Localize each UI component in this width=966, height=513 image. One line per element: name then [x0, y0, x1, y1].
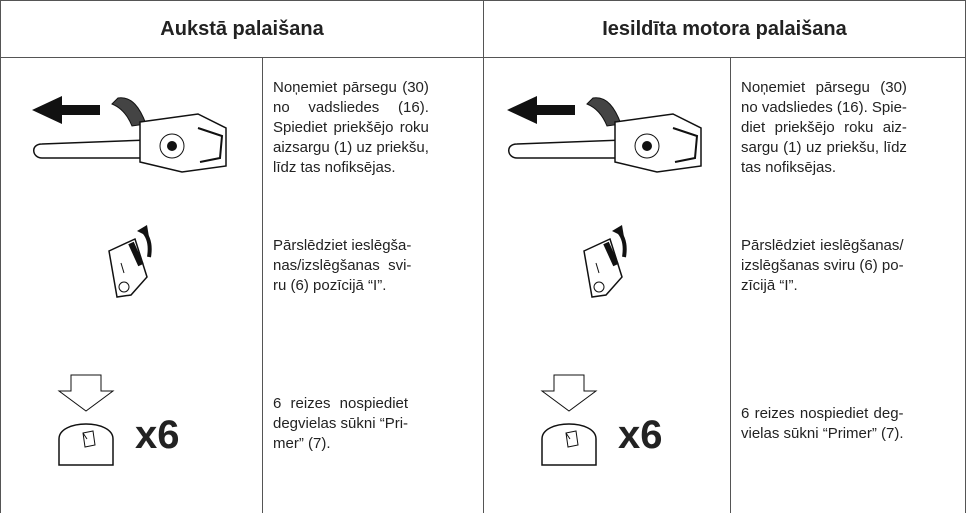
text-line: Pārslēdziet ieslēgšanas/ [741, 237, 904, 254]
text-line: no vadsliedes (16). [273, 98, 429, 116]
text-line: Pārslēdziet ieslēgša- [273, 237, 412, 254]
text-block: Noņemiet pārsegu (30) no vadsliedes (16).… [741, 78, 907, 178]
text-line: aizsargu (1) uz priekšu, [273, 138, 429, 156]
text-line: 6 reizes nospiediet [273, 395, 409, 412]
instruction-image: x6 [484, 335, 731, 513]
table-header: Iesildīta motora palaišana [484, 1, 965, 58]
text-block: Pārslēdziet ieslēgša-nas/izslēgšanas svi… [273, 236, 411, 296]
instruction-image [484, 58, 731, 197]
text-line: ru (6) pozīcijā “I”. [273, 277, 387, 294]
instruction-image: x6 [1, 335, 263, 513]
text-line: Noņemiet pārsegu (30) [273, 78, 429, 96]
text-line: tas nofiksējas. [741, 158, 837, 176]
text-line: mer” (7). [273, 435, 331, 452]
instruction-image [1, 197, 263, 335]
text-block: Noņemiet pārsegu (30) no vadsliedes (16).… [273, 78, 429, 178]
text-line: līdz tas nofiksējas. [273, 158, 396, 176]
text-line: no vadsliedes (16). Spie- [741, 98, 907, 116]
table-section: Iesildīta motora palaišana Noņemiet pārs… [484, 1, 966, 513]
text-block: 6 reizes nospiediet deg-vielas sūkni “Pr… [741, 404, 904, 444]
text-line: izslēgšanas sviru (6) po- [741, 257, 904, 274]
table-header: Aukstā palaišana [1, 1, 483, 58]
text-line: Spiediet priekšējo roku [273, 118, 429, 136]
text-line: degvielas sūkni “Pri- [273, 415, 409, 432]
text-line: nas/izslēgšanas svi- [273, 257, 412, 274]
instruction-text: 6 reizes nospiediet deg-vielas sūkni “Pr… [731, 335, 965, 513]
instruction-text: Pārslēdziet ieslēgša-nas/izslēgšanas svi… [263, 197, 483, 335]
instruction-text: 6 reizes nospiediet degvielas sūkni “Pri-… [263, 335, 483, 513]
table-section: Aukstā palaišana Noņemiet pārsegu (30) no… [1, 1, 484, 513]
instruction-text: Noņemiet pārsegu (30) no vadsliedes (16).… [263, 58, 483, 197]
press-count: x6 [135, 413, 180, 457]
text-line: diet priekšējo roku aiz- [741, 118, 907, 136]
instruction-text: Noņemiet pārsegu (30) no vadsliedes (16).… [731, 58, 965, 197]
instruction-text: Pārslēdziet ieslēgšanas/izslēgšanas svir… [731, 197, 965, 335]
text-line: 6 reizes nospiediet deg- [741, 405, 904, 422]
text-block: 6 reizes nospiediet degvielas sūkni “Pri-… [273, 394, 408, 454]
press-count: x6 [618, 413, 663, 457]
instruction-image [1, 58, 263, 197]
text-line: zīcijā “I”. [741, 277, 798, 294]
text-line: Noņemiet pārsegu (30) [741, 78, 907, 96]
text-line: vielas sūkni “Primer” (7). [741, 425, 904, 442]
text-block: Pārslēdziet ieslēgšanas/izslēgšanas svir… [741, 236, 904, 296]
text-line: sargu (1) uz priekšu, līdz [741, 138, 907, 156]
instruction-image [484, 197, 731, 335]
